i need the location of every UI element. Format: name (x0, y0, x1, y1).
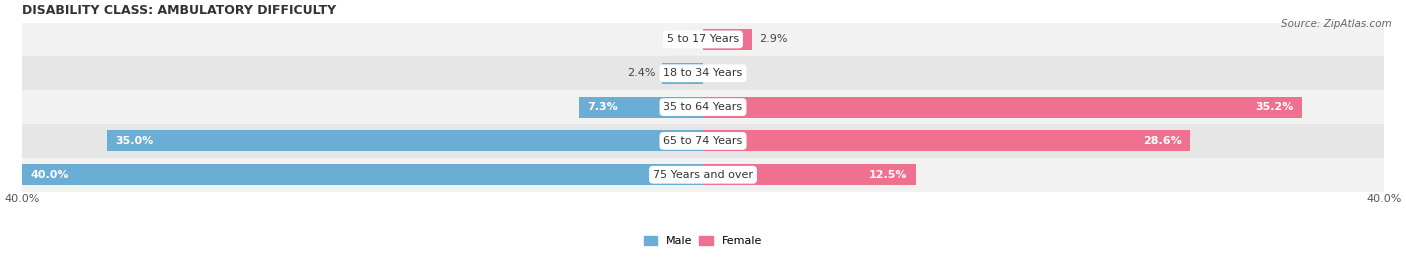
Text: 7.3%: 7.3% (588, 102, 619, 112)
Bar (703, 29, 752, 50)
Text: 75 Years and over: 75 Years and over (652, 170, 754, 180)
Text: 65 to 74 Years: 65 to 74 Years (664, 136, 742, 146)
Bar (22, 124, 1384, 158)
Text: 2.4%: 2.4% (627, 68, 655, 78)
Text: 28.6%: 28.6% (1143, 136, 1181, 146)
Bar (579, 97, 703, 118)
Text: 35.0%: 35.0% (115, 136, 153, 146)
Text: Source: ZipAtlas.com: Source: ZipAtlas.com (1281, 19, 1392, 29)
Bar (22, 164, 703, 185)
Bar (662, 63, 703, 84)
Text: 0.0%: 0.0% (710, 68, 738, 78)
Bar (22, 56, 1384, 90)
Text: 12.5%: 12.5% (869, 170, 907, 180)
Text: 5 to 17 Years: 5 to 17 Years (666, 34, 740, 44)
Text: 2.9%: 2.9% (759, 34, 787, 44)
Legend: Male, Female: Male, Female (640, 231, 766, 250)
Text: 35.2%: 35.2% (1256, 102, 1294, 112)
Text: 0.0%: 0.0% (668, 34, 696, 44)
Bar (703, 130, 1189, 151)
Bar (107, 130, 703, 151)
Text: 35 to 64 Years: 35 to 64 Years (664, 102, 742, 112)
Text: DISABILITY CLASS: AMBULATORY DIFFICULTY: DISABILITY CLASS: AMBULATORY DIFFICULTY (22, 4, 336, 17)
Text: 18 to 34 Years: 18 to 34 Years (664, 68, 742, 78)
Bar (22, 90, 1384, 124)
Bar (703, 164, 915, 185)
Bar (22, 23, 1384, 56)
Bar (22, 158, 1384, 192)
Text: 40.0%: 40.0% (31, 170, 69, 180)
Bar (703, 97, 1302, 118)
